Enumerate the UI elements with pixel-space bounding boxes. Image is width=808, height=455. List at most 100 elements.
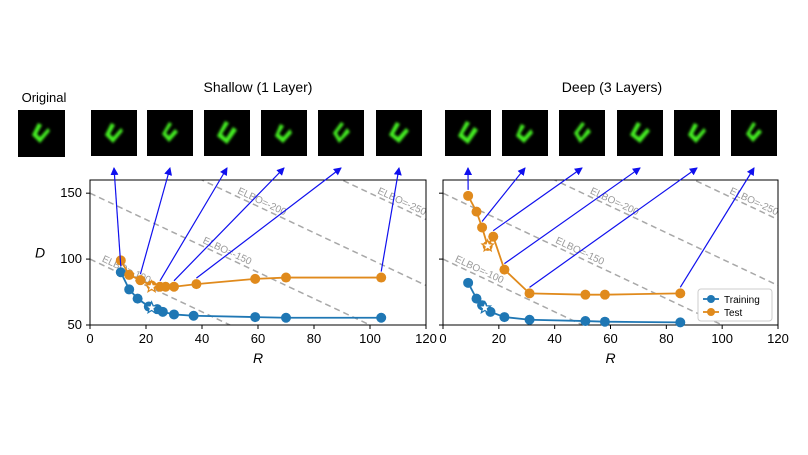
arrow <box>380 167 402 272</box>
reconstruction-digit <box>275 124 292 143</box>
data-point <box>471 206 482 217</box>
reconstruction-thumbnail <box>674 110 720 156</box>
panel-title-deep: Deep (3 Layers) <box>562 79 662 95</box>
data-point <box>675 317 686 328</box>
data-point <box>524 314 535 325</box>
legend-item-test: Test <box>703 308 743 319</box>
arrow <box>196 167 342 279</box>
reconstruction-digit <box>458 121 478 144</box>
x-tick-label: 0 <box>86 331 93 346</box>
arrow <box>492 167 583 232</box>
original-thumbnail <box>18 110 65 157</box>
data-point <box>250 312 261 323</box>
panel-title-shallow: Shallow (1 Layer) <box>204 79 313 95</box>
data-point <box>488 231 499 242</box>
data-point <box>281 312 291 323</box>
reconstruction-thumbnail <box>445 110 491 156</box>
data-point <box>124 284 135 295</box>
data-point <box>477 222 488 233</box>
reconstruction-thumbnail <box>502 110 548 156</box>
arrow <box>529 167 698 288</box>
reconstruction-digit <box>389 122 409 143</box>
data-point <box>599 316 610 327</box>
reconstruction-thumbnail <box>147 110 193 156</box>
reconstruction-digit <box>516 124 533 143</box>
arrow <box>481 167 526 222</box>
arrow <box>159 167 228 282</box>
original-label: Original <box>22 90 67 105</box>
data-point <box>675 288 686 299</box>
reconstruction-thumbnail <box>318 110 364 156</box>
reconstruction-digit <box>746 122 762 142</box>
data-point <box>115 267 126 278</box>
elbo-line <box>90 192 372 325</box>
arrow <box>110 167 122 267</box>
data-point <box>463 190 474 201</box>
data-point <box>580 316 591 327</box>
data-point <box>376 272 387 283</box>
data-point <box>124 269 135 280</box>
data-point <box>169 281 179 292</box>
data-point <box>499 312 510 323</box>
x-axis-label: R <box>253 350 263 366</box>
elbo-line <box>443 192 724 325</box>
x-tick-label: 20 <box>139 331 153 346</box>
arrow <box>504 167 641 265</box>
data-point <box>191 279 202 290</box>
data-point <box>471 293 482 304</box>
data-point <box>169 309 179 320</box>
x-tick-label: 60 <box>603 331 617 346</box>
reconstruction-digit <box>105 123 123 143</box>
star-marker <box>480 238 495 253</box>
elbo-label: ELBO=-250 <box>728 186 781 219</box>
y-axis-label: D <box>35 245 45 261</box>
legend-label: Test <box>724 308 743 319</box>
reconstruction-digit <box>574 122 591 143</box>
x-tick-label: 120 <box>767 331 789 346</box>
data-point <box>599 289 610 300</box>
y-tick-label: 150 <box>60 185 82 200</box>
legend-label: Training <box>724 295 760 306</box>
data-point <box>281 272 291 283</box>
arrow <box>173 167 285 282</box>
x-tick-label: 0 <box>439 331 446 346</box>
reconstruction-digit <box>630 122 650 143</box>
data-point <box>376 312 387 323</box>
x-tick-label: 80 <box>307 331 321 346</box>
legend: Training Test <box>697 288 773 322</box>
x-tick-label: 100 <box>359 331 381 346</box>
elbo-line <box>552 180 778 287</box>
arrow <box>139 167 172 275</box>
star-marker <box>477 300 493 315</box>
star-marker <box>144 279 159 293</box>
data-point <box>132 293 143 304</box>
y-tick-label: 50 <box>68 317 82 332</box>
x-tick-label: 40 <box>195 331 209 346</box>
reconstruction-digit <box>333 122 350 143</box>
reconstruction-thumbnail <box>376 110 422 156</box>
data-point <box>250 273 261 284</box>
legend-item-training: Training <box>703 295 760 306</box>
x-tick-label: 20 <box>492 331 506 346</box>
elbo-label: ELBO=-250 <box>376 186 429 219</box>
data-point <box>157 306 168 317</box>
elbo-label: ELBO=-100 <box>453 254 506 287</box>
star-marker <box>144 300 159 315</box>
y-tick-label: 100 <box>60 251 82 266</box>
reconstruction-thumbnail <box>91 110 137 156</box>
reconstruction-thumbnail <box>559 110 605 156</box>
x-tick-label: 80 <box>659 331 673 346</box>
reconstruction-digit <box>217 121 237 144</box>
data-point <box>160 281 171 292</box>
data-point <box>580 289 591 300</box>
elbo-line <box>443 258 585 325</box>
original-digit <box>32 123 50 143</box>
arrow <box>679 167 755 288</box>
x-axis-label: R <box>605 350 615 366</box>
data-point <box>463 277 474 288</box>
reconstruction-thumbnail <box>261 110 307 156</box>
x-tick-label: 100 <box>711 331 733 346</box>
reconstruction-thumbnail <box>204 110 250 156</box>
data-point <box>135 275 146 286</box>
